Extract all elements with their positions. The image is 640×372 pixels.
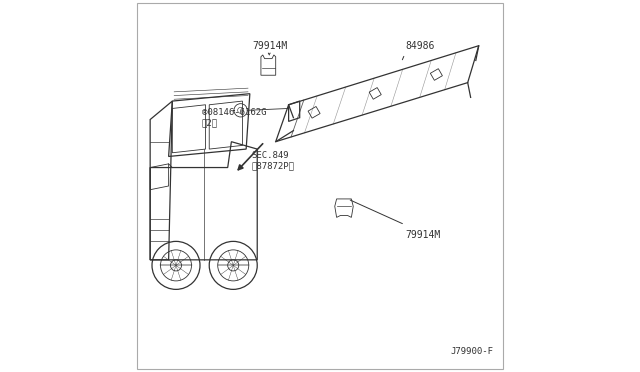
Text: 79914M: 79914M: [405, 230, 440, 240]
Bar: [308, 106, 320, 118]
Text: J79900-F: J79900-F: [451, 347, 493, 356]
Text: SEC.849
（87872P）: SEC.849 （87872P）: [252, 151, 294, 170]
Text: 84986: 84986: [405, 41, 435, 51]
Text: 79914M: 79914M: [253, 41, 288, 51]
Text: ®08146-6162G
（2）: ®08146-6162G （2）: [202, 108, 266, 127]
Bar: [430, 69, 442, 80]
Bar: [369, 87, 381, 99]
